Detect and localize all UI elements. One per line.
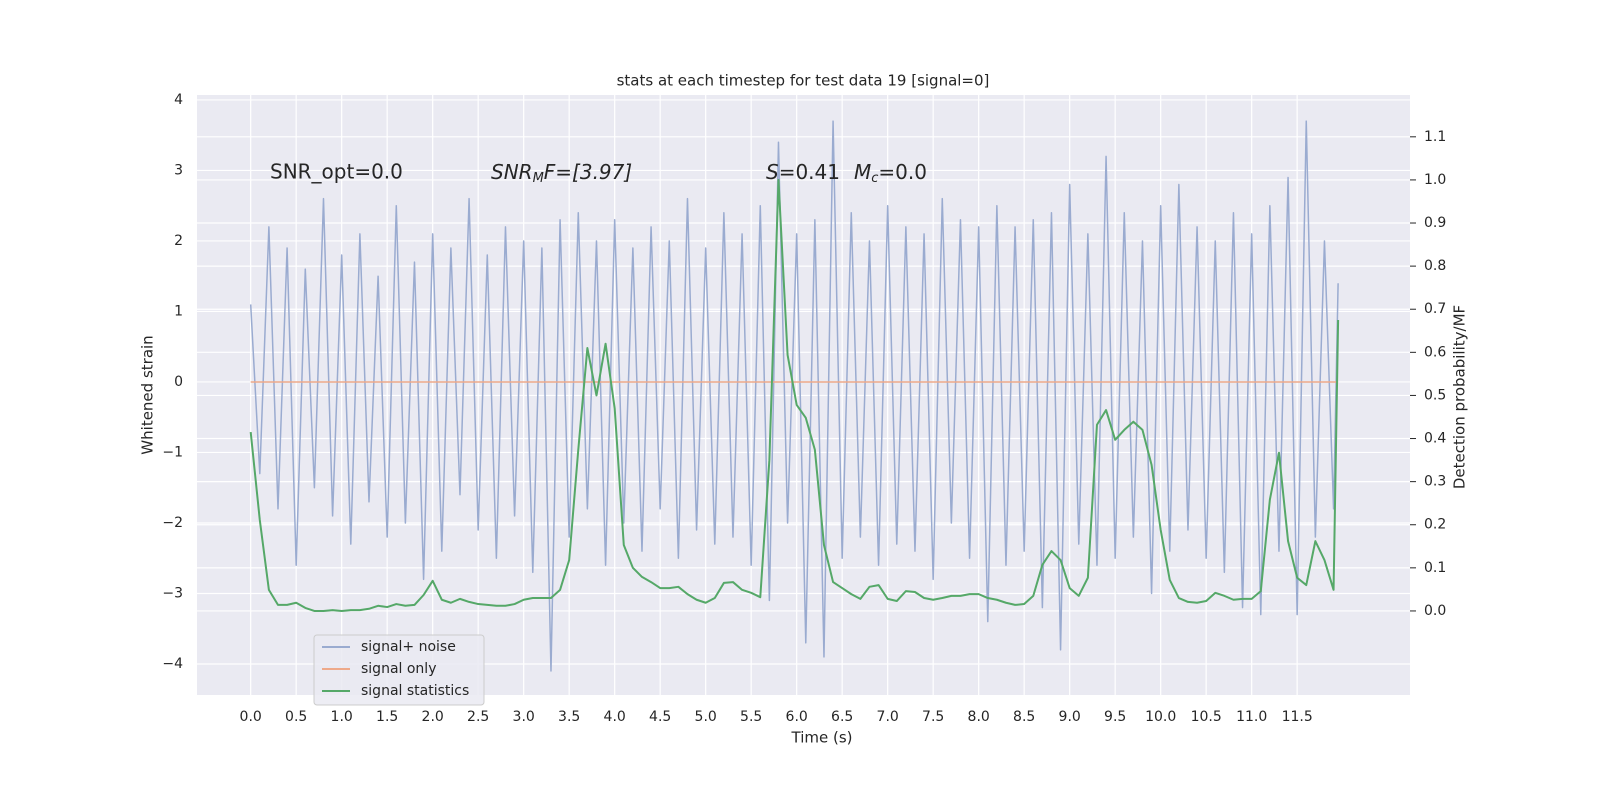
y2-tick-label: 1.1 bbox=[1424, 129, 1446, 145]
x-tick-label: 2.0 bbox=[422, 709, 444, 725]
y2-tick-label: 0.6 bbox=[1424, 344, 1446, 360]
y-tick-label: 4 bbox=[174, 92, 183, 108]
x-tick-label: 8.0 bbox=[968, 709, 990, 725]
y2-tick-label: 0.8 bbox=[1424, 258, 1446, 274]
x-tick-label: 11.5 bbox=[1282, 709, 1313, 725]
x-tick-label: 1.0 bbox=[331, 709, 353, 725]
y-tick-label: −4 bbox=[162, 656, 183, 672]
x-tick-label: 9.0 bbox=[1059, 709, 1081, 725]
x-tick-label: 0.0 bbox=[240, 709, 262, 725]
y-tick-label: −3 bbox=[162, 585, 183, 601]
annotation-part: M bbox=[854, 160, 871, 184]
y2-tick-label: 0.9 bbox=[1424, 215, 1446, 231]
y-tick-label: 0 bbox=[174, 374, 183, 390]
x-tick-label: 0.5 bbox=[285, 709, 307, 725]
x-tick-label: 3.0 bbox=[513, 709, 535, 725]
annotation-part: c bbox=[871, 171, 878, 186]
annotation-part: F=[3.97] bbox=[544, 160, 632, 184]
y2-tick-label: 0.0 bbox=[1424, 603, 1446, 619]
y2-tick-label: 0.7 bbox=[1424, 301, 1446, 317]
legend-label: signal only bbox=[361, 661, 436, 677]
annotation: SNRMF=[3.97] bbox=[491, 160, 632, 186]
chart-title: stats at each timestep for test data 19 … bbox=[617, 72, 990, 90]
x-tick-label: 6.0 bbox=[786, 709, 808, 725]
x-tick-label: 10.0 bbox=[1145, 709, 1176, 725]
x-tick-label: 7.5 bbox=[922, 709, 944, 725]
series-line bbox=[249, 120, 1339, 672]
legend-label: signal statistics bbox=[361, 683, 469, 699]
y2-tick-label: 1.0 bbox=[1424, 172, 1446, 188]
y-tick-label: 3 bbox=[174, 162, 183, 178]
x-tick-label: 5.5 bbox=[740, 709, 762, 725]
x-tick-label: 3.5 bbox=[558, 709, 580, 725]
y2-axis-label: Detection probability/MF bbox=[1451, 305, 1469, 489]
y-tick-label: −2 bbox=[162, 515, 183, 531]
legend-box bbox=[313, 634, 485, 706]
x-tick-label: 11.0 bbox=[1236, 709, 1267, 725]
annotation-part: S bbox=[766, 160, 779, 184]
marks bbox=[249, 120, 1340, 672]
legend-label: signal+ noise bbox=[361, 639, 456, 655]
y-tick-label: 2 bbox=[174, 233, 183, 249]
x-tick-label: 4.0 bbox=[604, 709, 626, 725]
x-tick-label: 4.5 bbox=[649, 709, 671, 725]
x-tick-label: 2.5 bbox=[467, 709, 489, 725]
x-axis-label: Time (s) bbox=[791, 729, 853, 747]
annotation-part: =0.41 bbox=[779, 160, 840, 184]
x-tick-label: 1.5 bbox=[376, 709, 398, 725]
y2-tick-label: 0.3 bbox=[1424, 474, 1446, 490]
y2-tick-label: 0.4 bbox=[1424, 431, 1446, 447]
annotation-part: SNR bbox=[491, 160, 533, 184]
x-tick-label: 10.5 bbox=[1191, 709, 1222, 725]
annotation-part: =0.0 bbox=[878, 160, 927, 184]
annotation-part: M bbox=[533, 171, 544, 186]
x-tick-label: 9.5 bbox=[1104, 709, 1126, 725]
legend: signal+ noise signal only signal statistic… bbox=[313, 634, 485, 706]
y2-tick-label: 0.1 bbox=[1424, 560, 1446, 576]
y-axis-label: Whitened strain bbox=[139, 335, 157, 454]
x-tick-label: 5.0 bbox=[695, 709, 717, 725]
annotation: S=0.41 Mc=0.0 bbox=[766, 160, 927, 186]
annotation: SNR_opt=0.0 bbox=[270, 160, 403, 184]
y-tick-label: 1 bbox=[174, 303, 183, 319]
series-line bbox=[249, 178, 1340, 612]
y2-tick-label: 0.5 bbox=[1424, 387, 1446, 403]
x-tick-label: 8.5 bbox=[1013, 709, 1035, 725]
x-tick-label: 6.5 bbox=[831, 709, 853, 725]
x-tick-label: 7.0 bbox=[877, 709, 899, 725]
y-tick-label: −1 bbox=[162, 444, 183, 460]
y2-tick-label: 0.2 bbox=[1424, 517, 1446, 533]
